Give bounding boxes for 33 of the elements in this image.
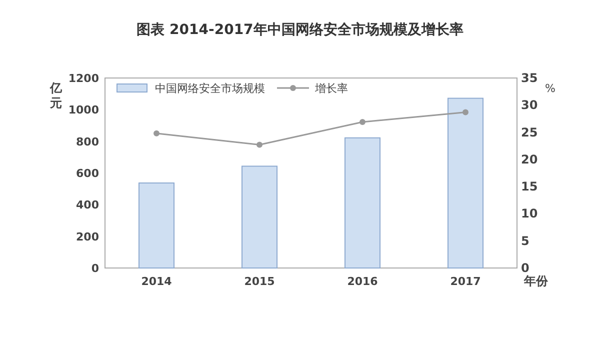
bar: [447, 98, 484, 268]
y2-tick-label: 25: [521, 125, 538, 140]
point: [360, 118, 366, 125]
y2-tick-label: 35: [521, 71, 538, 85]
y-axis-title: 亿元: [49, 81, 63, 110]
y-tick-label: 1000: [68, 104, 100, 117]
x-tick-label: 2015: [244, 275, 275, 288]
legend-label: 增长率: [314, 82, 348, 95]
y2-tick-label: 5: [521, 234, 530, 248]
y2-tick-label: 10: [521, 206, 538, 221]
y2-tick-label: 20: [521, 152, 538, 166]
y-tick-label: 1200: [68, 72, 100, 85]
legend-label: 中国网络安全市场规模: [155, 82, 265, 95]
y2-tick-label: 30: [521, 98, 538, 112]
point: [462, 109, 468, 116]
y2-tick-label: 15: [521, 180, 538, 194]
x-tick-label: 2017: [450, 275, 481, 288]
bar: [344, 137, 381, 268]
x-tick-label: 2016: [347, 275, 378, 288]
point: [256, 142, 262, 148]
y-tick-label: 400: [76, 198, 100, 212]
y-tick-label: 800: [76, 135, 100, 148]
y-tick-label: 600: [76, 167, 100, 180]
chart-title: 图表 2014-2017年中国网络安全市场规模及增长率: [136, 21, 464, 38]
y-tick-label: 200: [76, 230, 100, 244]
y2-tick-label: 0: [521, 261, 530, 275]
bar: [138, 182, 175, 268]
point: [154, 130, 160, 136]
y-tick-label: 0: [91, 262, 100, 275]
x-axis-title: 年份: [523, 274, 549, 288]
y2-axis-title: %: [545, 82, 556, 95]
x-tick-label: 2014: [141, 275, 172, 288]
bar: [241, 166, 278, 268]
